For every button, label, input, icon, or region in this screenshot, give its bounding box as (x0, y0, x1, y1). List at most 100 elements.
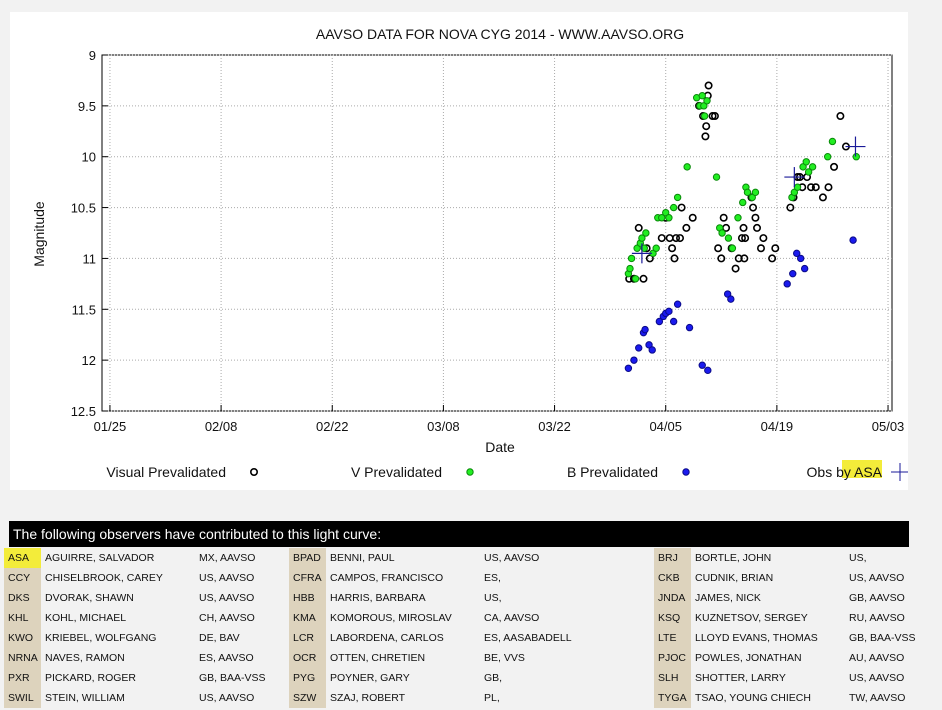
b-point (630, 356, 638, 364)
observer-name: OTTEN, CHRETIEN (330, 652, 426, 664)
visual-point (704, 81, 713, 90)
observer-name: PICKARD, ROGER (45, 672, 137, 684)
observer-name: NAVES, RAMON (45, 652, 125, 664)
visual-point (734, 254, 743, 263)
observer-row: CCY CHISELBROOK, CAREY US, AAVSO CFRA CAMPOS… (4, 568, 939, 588)
observer-code: LTE (654, 628, 691, 648)
asa-observation-marker (631, 243, 652, 264)
b-point (800, 264, 809, 273)
visual-point (818, 193, 827, 202)
observer-location: US, AAVSO (849, 672, 905, 684)
observer-location: AU, AAVSO (849, 652, 905, 664)
observer-code: BPAD (289, 548, 326, 568)
observer-name: SZAJ, ROBERT (330, 692, 406, 704)
legend-v-label: V Prevalidated (351, 464, 442, 480)
v-point (828, 137, 837, 146)
observer-row: PXR PICKARD, ROGER GB, BAA-VSS PYG POYNER, G… (4, 668, 939, 688)
legend-obs-marker (891, 463, 908, 481)
observer-name: CHISELBROOK, CAREY (45, 572, 163, 584)
visual-point (710, 112, 719, 121)
y-tick-label: 12.5 (71, 404, 96, 419)
b-point (796, 254, 805, 263)
legend-obs-highlight (842, 460, 882, 478)
observer-name: BORTLE, JOHN (695, 552, 772, 564)
b-point (698, 361, 706, 369)
legend-visual-label: Visual Prevalidated (106, 464, 226, 480)
observer-code: ASA (4, 548, 41, 568)
plot-area (101, 54, 893, 412)
v-point (802, 158, 810, 166)
observer-name: CAMPOS, FRANCISCO (330, 572, 444, 584)
x-tick-label: 03/08 (427, 419, 460, 434)
grid-lines (102, 54, 892, 412)
observer-row: ASA AGUIRRE, SALVADOR MX, AAVSO BPAD BENNI, … (4, 548, 939, 568)
v-point (665, 214, 673, 222)
observer-location: CH, AAVSO (199, 612, 255, 624)
observer-code: JNDA (654, 588, 691, 608)
data-points (624, 81, 866, 375)
observer-location: GB, BAA-VSS (849, 632, 916, 644)
visual-point (714, 244, 723, 253)
observer-location: US, AAVSO (484, 552, 540, 564)
observer-location: ES, (484, 572, 501, 584)
b-point (727, 295, 735, 303)
v-point (724, 234, 733, 242)
observer-name: KUZNETSOV, SERGEY (695, 612, 808, 624)
observer-location: TW, AAVSO (849, 692, 906, 704)
observer-location: GB, BAA-VSS (199, 672, 266, 684)
visual-point (682, 223, 691, 232)
v-point (804, 168, 813, 176)
v-point (808, 163, 817, 171)
observer-code: SLH (654, 668, 691, 688)
visual-point (753, 223, 762, 232)
b-point (783, 280, 791, 288)
b-point (665, 307, 673, 316)
observer-location: BE, VVS (484, 652, 525, 664)
legend-b-label: B Prevalidated (567, 464, 658, 480)
observer-code: KSQ (654, 608, 691, 628)
observer-location: US, AAVSO (199, 692, 255, 704)
v-point (751, 188, 760, 197)
visual-point (771, 244, 780, 253)
visual-point (786, 203, 795, 212)
observer-location: GB, AAVSO (849, 592, 905, 604)
visual-point (824, 183, 833, 192)
v-point (652, 244, 660, 252)
visual-point (740, 254, 749, 263)
b-point (704, 366, 712, 375)
v-point (631, 275, 640, 283)
v-point (712, 173, 721, 181)
observer-code: LCR (289, 628, 326, 648)
v-point (640, 244, 648, 252)
y-tick-label: 11.5 (72, 302, 96, 317)
observer-name: KOHL, MICHAEL (45, 612, 127, 624)
observer-row: KHL KOHL, MICHAEL CH, AAVSO KMA KOMOROUS, MI… (4, 608, 939, 628)
observer-row: NRNA NAVES, RAMON ES, AAVSO OCR OTTEN, CHRET… (4, 648, 939, 668)
observers-header: The following observers have contributed… (9, 521, 909, 547)
observer-name: TSAO, YOUNG CHIECH (695, 692, 811, 704)
observer-code: SWIL (4, 688, 41, 708)
visual-point (737, 234, 746, 243)
observer-code: KMA (289, 608, 326, 628)
axis-ticks: 01/25 02/08 02/22 03/08 03/22 04/05 04/19 05/03… (71, 48, 905, 434)
observer-name: STEIN, WILLIAM (45, 692, 125, 704)
v-point (626, 264, 634, 273)
observer-location: PL, (484, 692, 500, 704)
observers-table: ASA AGUIRRE, SALVADOR MX, AAVSO BPAD BENNI, … (4, 548, 939, 708)
b-point (655, 317, 664, 326)
v-point (734, 214, 742, 222)
x-tick-label: 02/08 (205, 419, 238, 434)
b-point (648, 346, 656, 354)
observer-code: PYG (289, 668, 326, 688)
visual-point (639, 274, 648, 283)
visual-point (830, 162, 839, 171)
v-point (683, 163, 691, 171)
observer-code: HBB (289, 588, 326, 608)
visual-point (677, 203, 686, 212)
observer-name: KOMOROUS, MIROSLAV (330, 612, 452, 624)
v-point (673, 193, 682, 202)
observer-name: KRIEBEL, WOLFGANG (45, 632, 157, 644)
visual-point (634, 223, 643, 232)
observer-code: KHL (4, 608, 41, 628)
observer-code: SZW (289, 688, 326, 708)
